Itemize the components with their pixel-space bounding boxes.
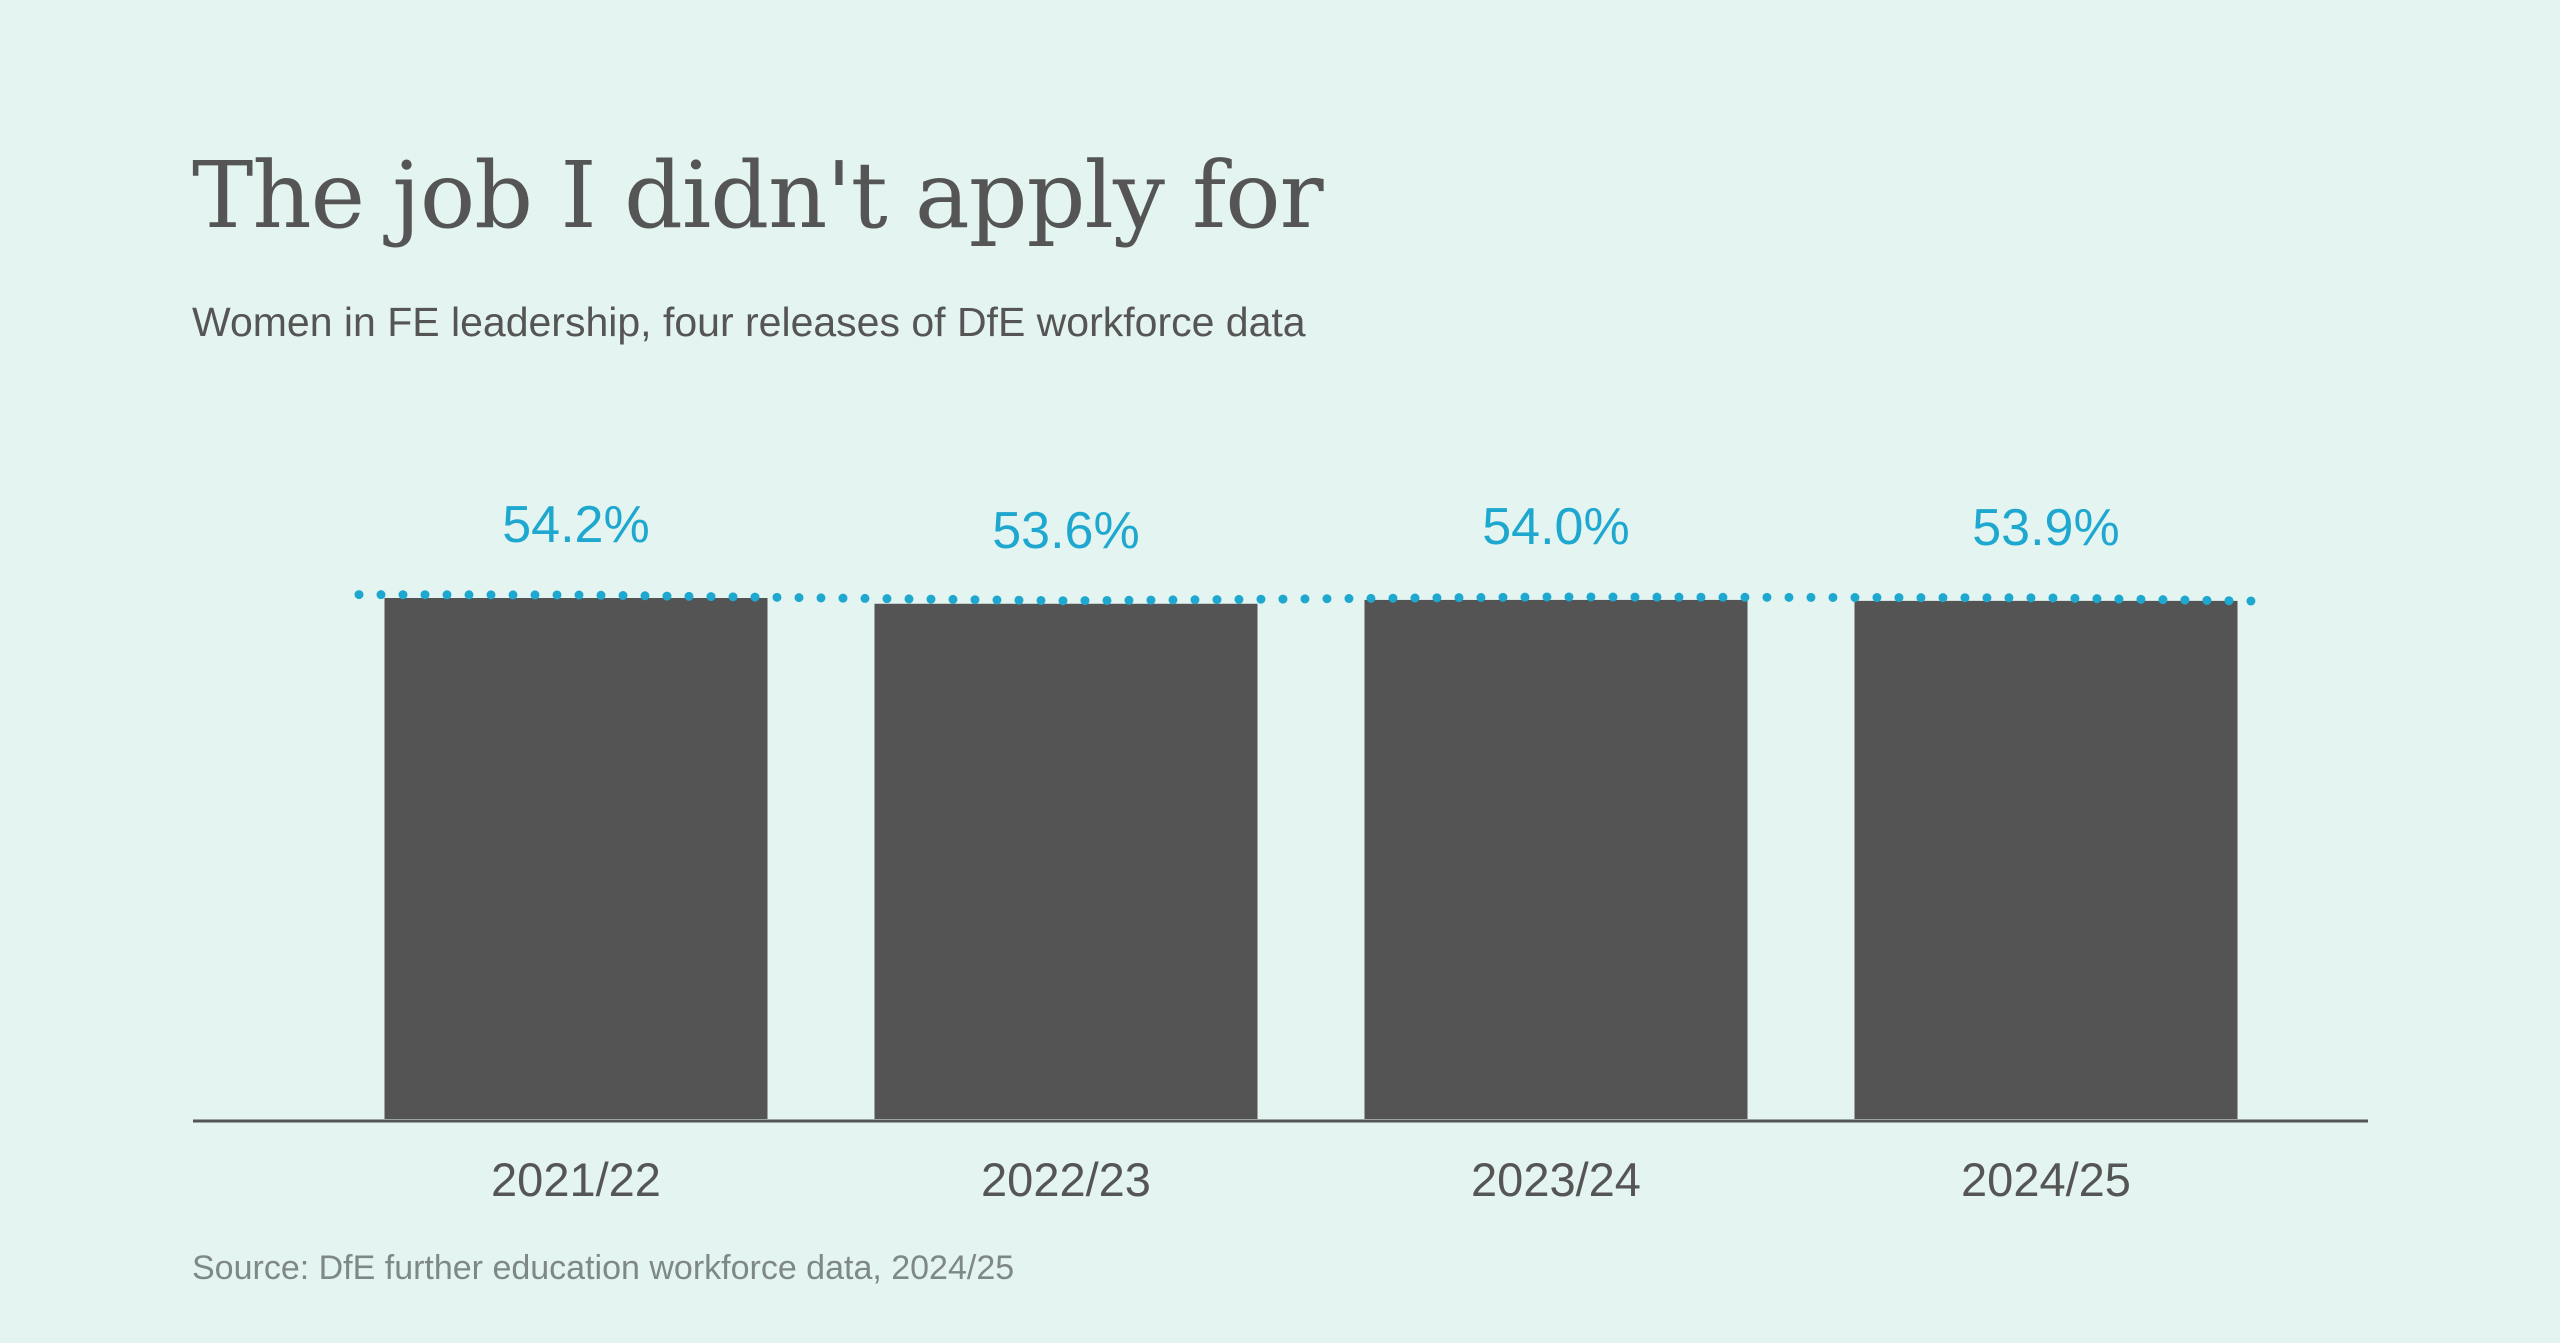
value-label-2022-23: 53.6% [992,502,1139,560]
bar-2024-25 [1854,600,2238,1119]
bar-2022-23 [874,603,1258,1119]
trend-dotted-line [354,590,2268,606]
value-labels-group: 54.2% 53.6% 54.0% 53.9% [502,496,2119,560]
trend-line-group [354,590,2268,606]
value-label-2023-24: 54.0% [1482,498,1629,556]
x-tick-label-2022-23: 2022/23 [981,1153,1151,1206]
chart-source-note: Source: DfE further education workforce … [192,1249,1015,1287]
value-label-2021-22: 54.2% [502,496,649,554]
bar-2021-22 [384,598,768,1119]
chart-title: The job I didn't apply for [192,142,1324,249]
x-tick-label-2021-22: 2021/22 [491,1153,661,1206]
x-tick-label-2024-25: 2024/25 [1961,1153,2131,1206]
bar-2023-24 [1364,599,1748,1119]
value-label-2024-25: 53.9% [1972,499,2119,557]
x-axis-tick-labels: 2021/22 2022/23 2023/24 2024/25 [491,1153,2131,1206]
chart-subtitle: Women in FE leadership, four releases of… [192,299,1306,345]
x-tick-label-2023-24: 2023/24 [1471,1153,1641,1206]
bars-group [384,598,2238,1119]
